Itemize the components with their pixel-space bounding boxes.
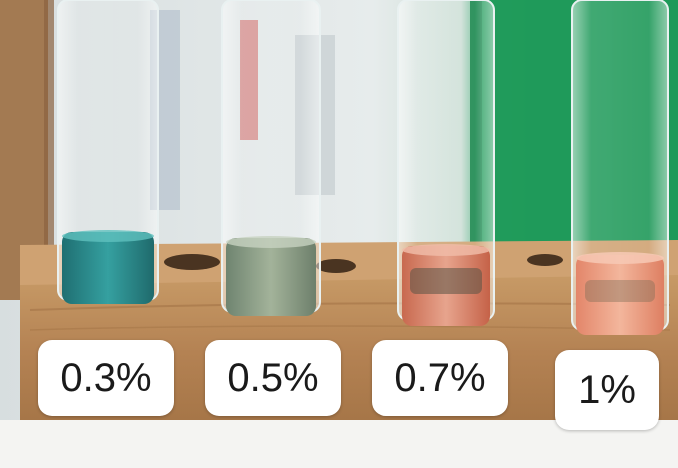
test-tube-4 [571,0,669,335]
concentration-label-0-3-percent: 0.3% [38,340,174,416]
test-tube-2 [221,0,321,316]
test-tube-3 [397,0,495,326]
concentration-label-0-7-percent: 0.7% [372,340,508,416]
test-tube-1 [57,0,159,304]
concentration-label-0-5-percent: 0.5% [205,340,341,416]
concentration-label-1-percent: 1% [555,350,659,430]
